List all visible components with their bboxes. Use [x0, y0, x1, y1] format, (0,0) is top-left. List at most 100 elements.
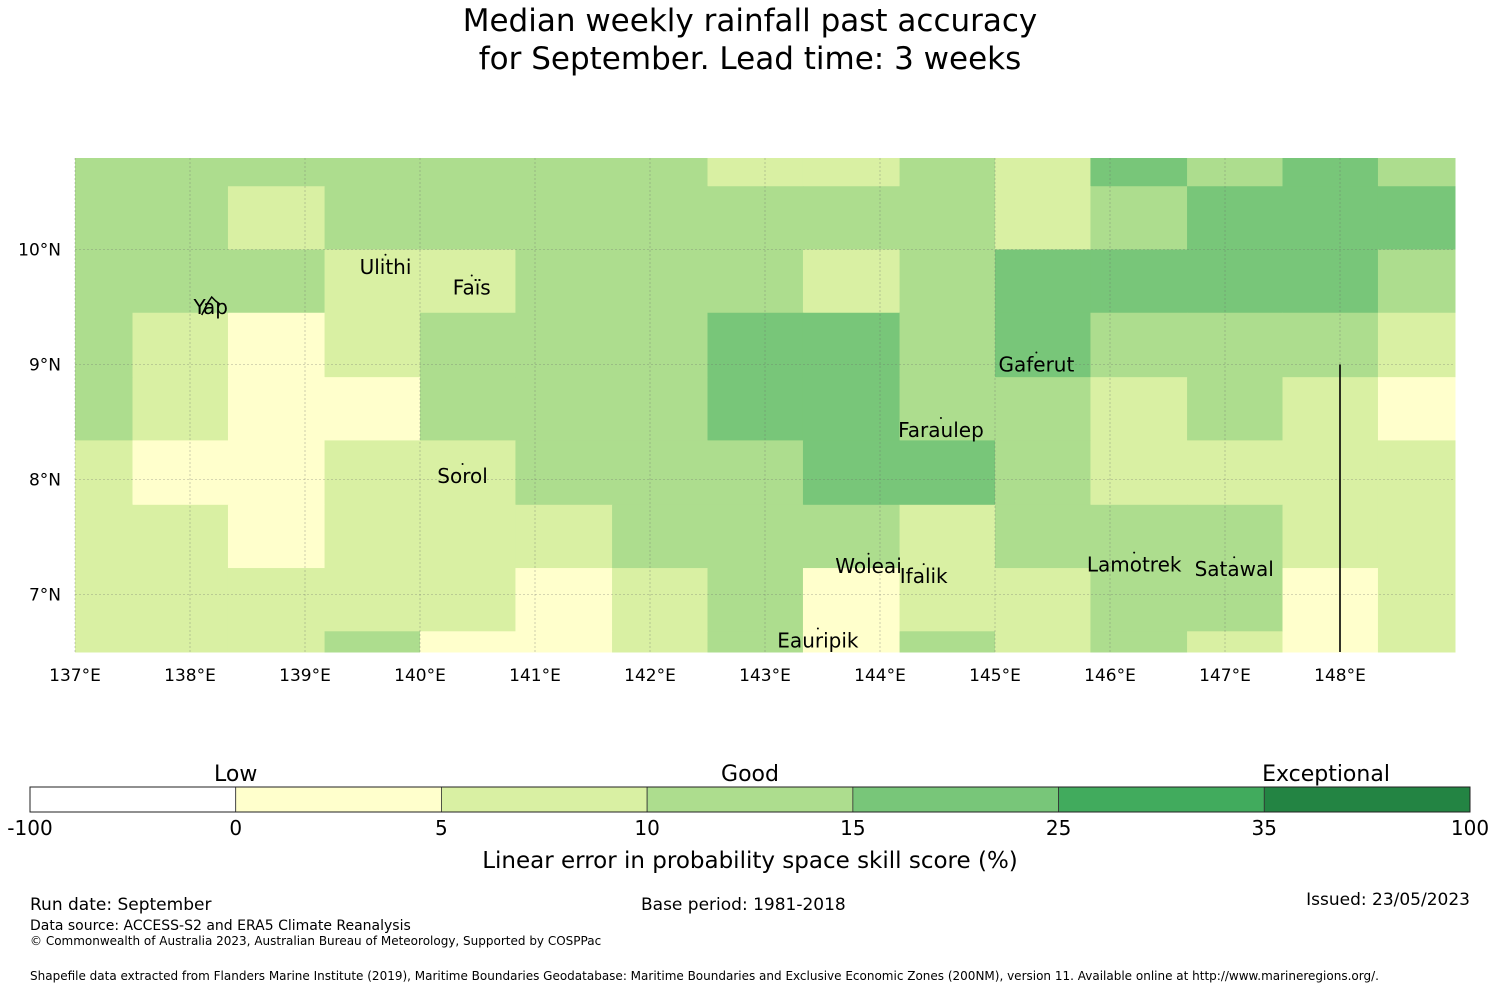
place-label: Lamotrek: [1087, 553, 1182, 577]
heatmap-cell: [324, 504, 421, 569]
heatmap-cell: [612, 312, 708, 378]
issued-date: Issued: 23/05/2023: [1306, 890, 1470, 910]
heatmap-cell: [324, 377, 421, 441]
colorbar-segment: [1263, 786, 1471, 813]
heatmap-cell: [995, 158, 1091, 187]
heatmap-cell: [75, 504, 133, 569]
data-source: Data source: ACCESS-S2 and ERA5 Climate …: [30, 918, 411, 934]
heatmap-cell: [995, 186, 1091, 250]
heatmap-cell: [1282, 186, 1379, 250]
heatmap-cell: [75, 631, 133, 653]
heatmap-cell: [1187, 377, 1283, 441]
colorbar-axis-label: Linear error in probability space skill …: [482, 848, 1018, 874]
colorbar-segment: [1058, 786, 1265, 813]
copyright-notice: © Commonwealth of Australia 2023, Austra…: [30, 934, 602, 948]
heatmap-cell: [1187, 186, 1283, 250]
heatmap-cell: [899, 631, 996, 653]
colorbar-segment: [235, 786, 442, 813]
heatmap-cell: [707, 377, 804, 441]
heatmap-cell: [420, 504, 516, 569]
heatmap-cell: [1282, 249, 1379, 314]
colorbar-tick-label: 0: [229, 816, 242, 840]
place-label: Faraulep: [898, 418, 984, 442]
heatmap-cell: [1282, 440, 1379, 506]
place-label: Ulithi: [360, 255, 412, 279]
place-label: Faïs: [453, 275, 491, 299]
heatmap-cell: [132, 158, 229, 187]
heatmap-cell: [132, 631, 229, 653]
run-date: Run date: September: [30, 895, 212, 915]
y-tick-label: 9°N: [29, 356, 61, 376]
heatmap-cell: [899, 312, 996, 378]
heatmap-cell: [515, 504, 613, 569]
heatmap-cell: [1282, 631, 1379, 653]
island-marker: [470, 274, 473, 277]
island-marker: [867, 552, 870, 555]
heatmap-cell: [1377, 158, 1456, 187]
x-tick-label: 143°E: [739, 666, 791, 686]
heatmap-cell: [420, 631, 516, 653]
axis-tick-labels: 137°E 138°E 139°E 140°E 141°E 142°E 143°E 144°E…: [18, 241, 1366, 687]
heatmap-cell: [899, 377, 996, 441]
heatmap-cell: [75, 158, 133, 187]
colorbar-segment: [29, 786, 237, 813]
heatmap-cell: [227, 312, 326, 378]
x-tick-label: 145°E: [969, 666, 1021, 686]
colorbar-category-label: Good: [721, 762, 779, 787]
heatmap-cell: [227, 504, 326, 569]
heatmap-cell: [995, 631, 1091, 653]
place-label: Sorol: [437, 464, 488, 488]
heatmap-cell: [1187, 504, 1283, 569]
heatmap-cell: [612, 440, 708, 506]
heatmap-cell: [1187, 312, 1283, 378]
heatmap-cell: [227, 377, 326, 441]
heatmap-cell: [1090, 568, 1188, 632]
island-marker: [939, 417, 942, 420]
colorbar-frame: [29, 786, 1471, 813]
colorbar-tick-label: -100: [7, 816, 52, 840]
heatmap-cell: [420, 377, 516, 441]
colorbar-segment: [646, 786, 854, 813]
chart-title-line-1: Median weekly rainfall past accuracy: [462, 3, 1038, 39]
heatmap-cell: [1282, 312, 1379, 378]
heatmap-cell: [1090, 440, 1188, 506]
heatmap-cell: [324, 631, 421, 653]
heatmap-cell: [75, 440, 133, 506]
heatmap-cell: [1090, 312, 1188, 378]
y-tick-label: 10°N: [18, 241, 61, 261]
x-tick-label: 137°E: [49, 666, 101, 686]
heatmap-cell: [420, 312, 516, 378]
heatmap-cell: [515, 312, 613, 378]
heatmap-cell: [802, 158, 901, 187]
island-marker: [816, 627, 819, 630]
heatmap-cell: [75, 186, 133, 250]
heatmap-cell: [1090, 504, 1188, 569]
x-tick-label: 140°E: [394, 666, 446, 686]
heatmap-cell: [707, 312, 804, 378]
heatmap-cell: [899, 158, 996, 187]
heatmap-cell: [75, 568, 133, 632]
heatmap-cell: [1090, 249, 1188, 314]
heatmap-cell: [612, 158, 708, 187]
heatmap-cell: [707, 249, 804, 314]
heatmap-cell: [1282, 158, 1379, 187]
heatmap-cell: [324, 249, 421, 314]
island-marker: [461, 463, 464, 466]
heatmap-cell: [802, 568, 901, 632]
heatmap-cell: [899, 186, 996, 250]
heatmap-cell: [75, 249, 133, 314]
heatmap-cell: [612, 568, 708, 632]
heatmap-cell: [132, 186, 229, 250]
heatmap-cell: [324, 440, 421, 506]
heatmap-cell: [802, 249, 901, 314]
heatmap-cell: [1282, 568, 1379, 632]
heatmap-cell: [75, 312, 133, 378]
colorbar-tick-label: 35: [1252, 816, 1277, 840]
heatmap-cell: [1377, 631, 1456, 653]
heatmap-cell: [707, 440, 804, 506]
heatmap-cell: [899, 249, 996, 314]
colorbar-segment: [441, 786, 648, 813]
island-marker: [1233, 556, 1236, 559]
heatmap-cell: [132, 312, 229, 378]
heatmap-cell: [707, 568, 804, 632]
